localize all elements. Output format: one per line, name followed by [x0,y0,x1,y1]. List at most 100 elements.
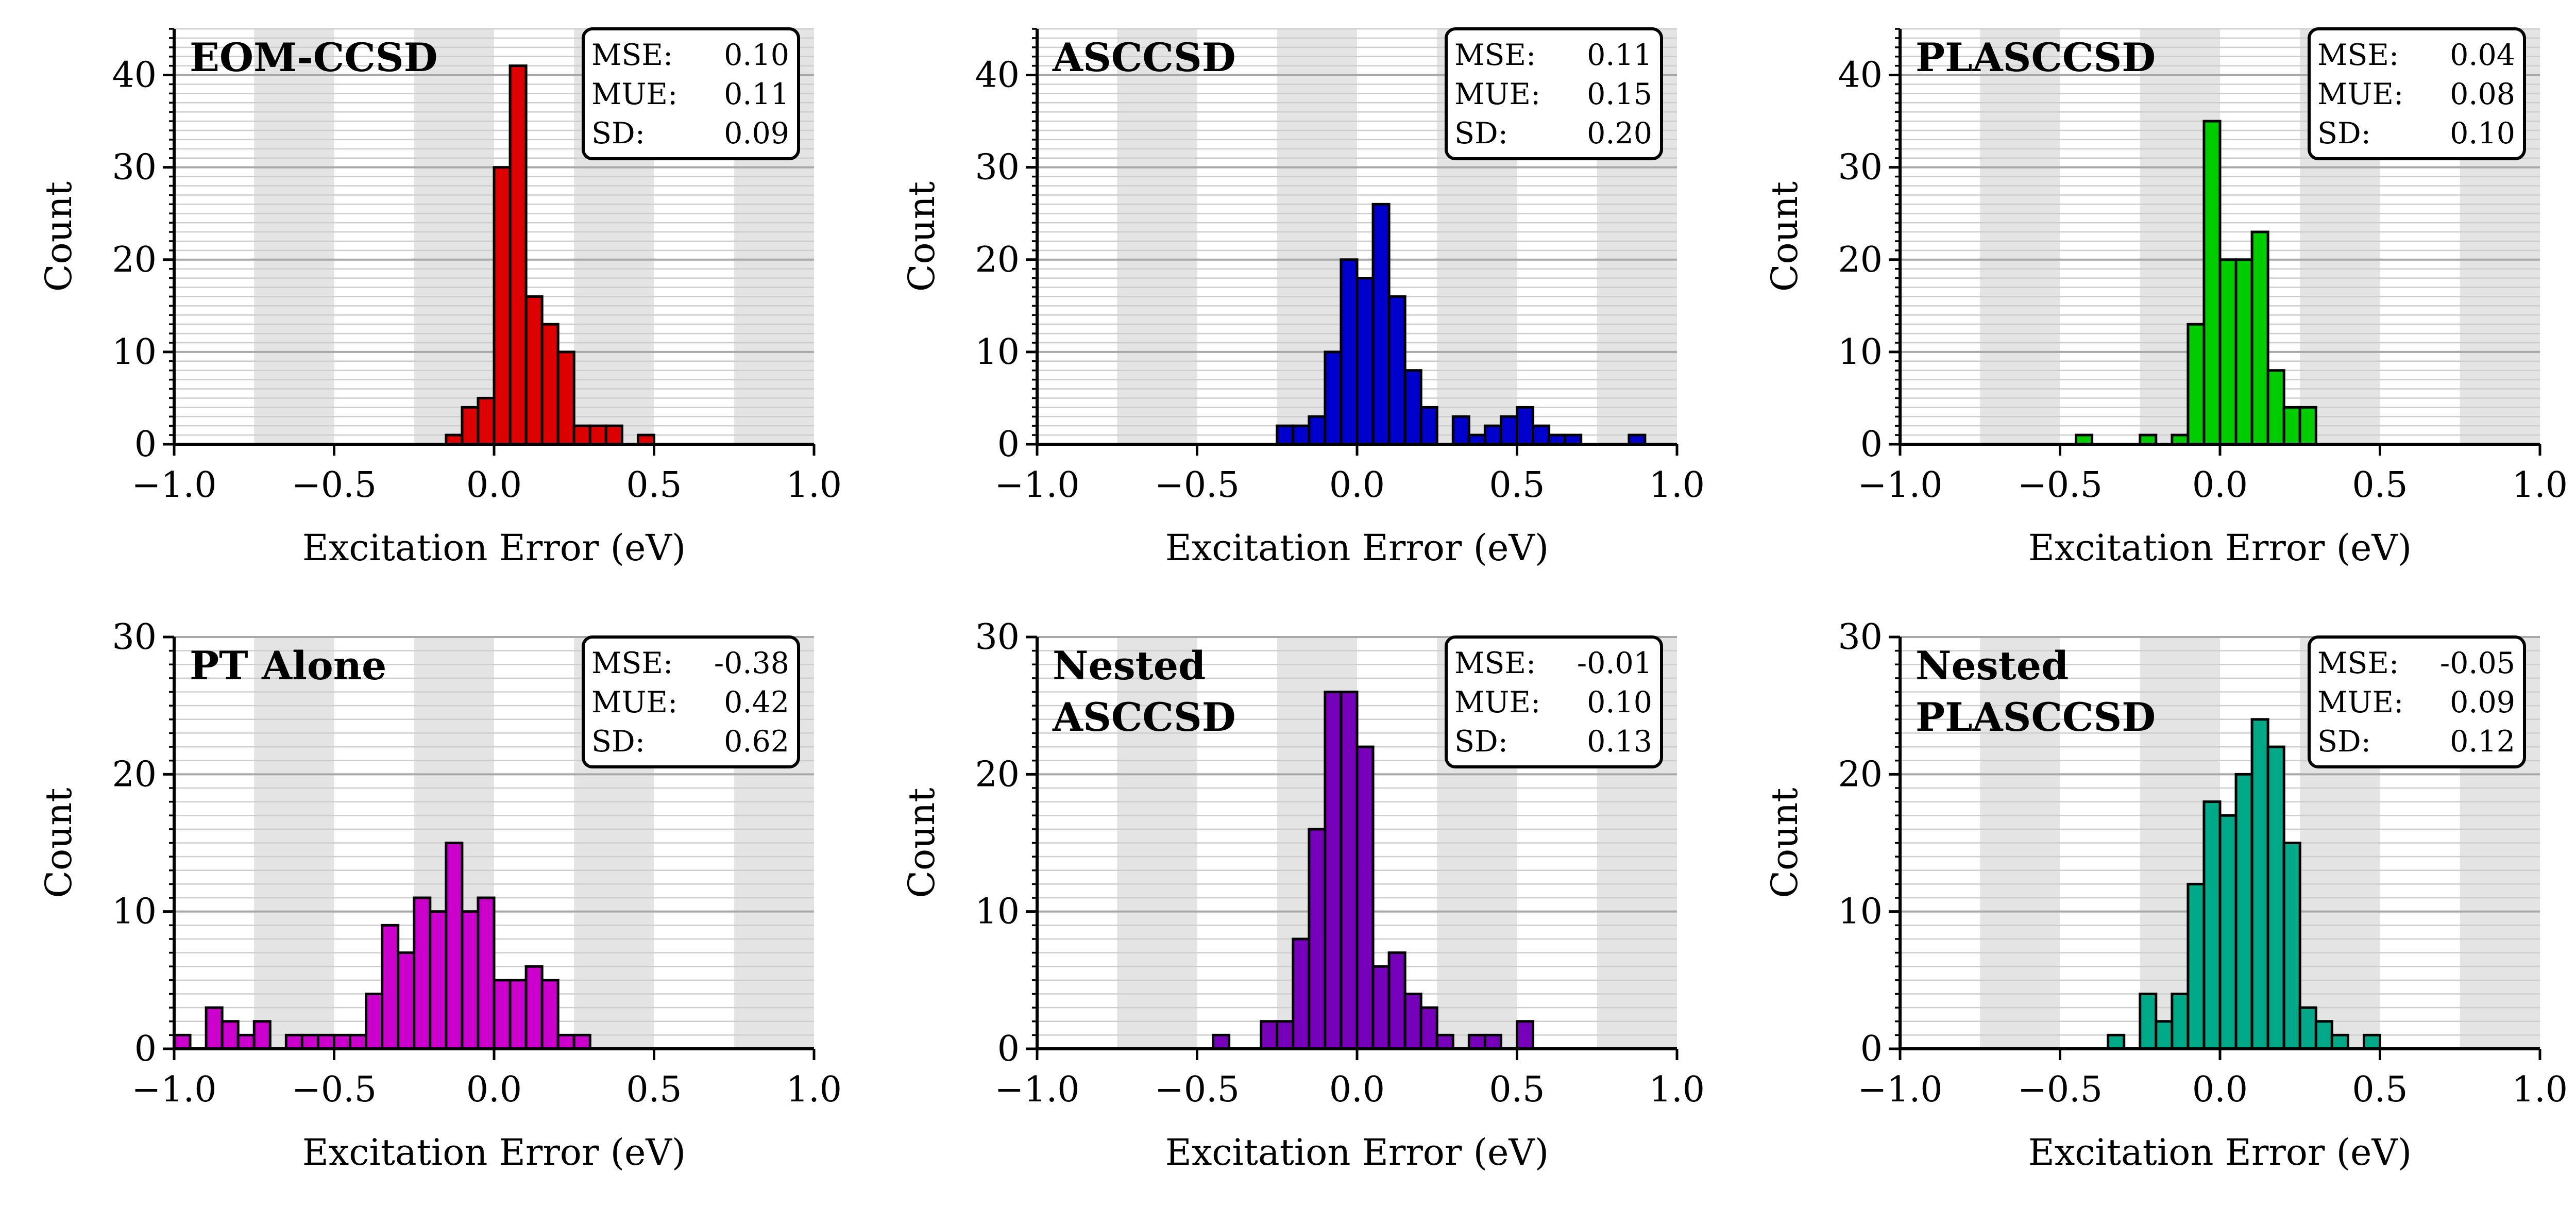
histogram-bar [1292,937,1311,1050]
stats-label: MUE: [1454,77,1540,111]
stats-value: 0.62 [724,725,789,759]
y-axis-title: Count [1764,788,1806,898]
histogram-bar [2187,323,2206,446]
y-tick-label: 20 [975,754,1020,795]
stats-label: MUE: [591,685,677,719]
histogram-bar [556,1033,575,1050]
x-tick-label: −1.0 [994,465,1079,506]
histogram-panel: 0 10 20 30 40 −1.0 −0.5 0.0 0.5 1.0 Excitation Err… [1764,27,2568,569]
histogram-bar [2362,1033,2382,1050]
y-axis-title: Count [901,788,943,898]
x-tick-label: 0.0 [1329,465,1385,506]
y-tick-label: 20 [112,754,157,795]
stats-label: MSE: [2317,646,2399,680]
histogram-bar [2202,800,2222,1050]
stats-label: SD: [2317,725,2371,759]
x-tick-label: −1.0 [131,1069,216,1110]
histogram-bar [524,295,544,446]
histogram-bar [540,323,560,446]
panel-title: PT Alone [190,643,386,689]
x-tick-label: 1.0 [786,1069,842,1110]
x-tick-label: −0.5 [2018,465,2103,506]
stats-label: MSE: [1454,646,1536,680]
histogram-bar [2218,814,2238,1050]
histogram-bar [429,910,448,1050]
x-tick-label: 1.0 [1649,465,1705,506]
histogram-bar [205,1006,224,1050]
histogram-bar [1532,424,1551,446]
y-tick-label: 40 [975,55,1020,96]
x-tick-label: 0.0 [466,465,522,506]
histogram-bar [524,965,544,1050]
histogram-bar [413,896,432,1050]
x-tick-label: 0.0 [1329,1069,1385,1110]
stats-label: SD: [591,116,645,150]
histogram-panel: 0 10 20 30 −1.0 −0.5 0.0 0.5 1.0 Excitation Error… [1764,617,2568,1174]
histogram-bar [1467,1033,1486,1050]
y-tick-label: 10 [112,332,157,373]
y-tick-label: 40 [1838,55,1883,96]
y-tick-label: 20 [975,240,1020,280]
x-tick-label: 0.5 [1489,465,1545,506]
histogram-bar [477,396,496,446]
stats-label: MUE: [2317,685,2403,719]
histogram-bar [300,1033,319,1050]
stats-label: MSE: [2317,38,2399,72]
histogram-bar [2234,258,2253,446]
stats-label: MSE: [591,38,673,72]
panel-title: Nested [1053,643,1206,689]
x-tick-label: 1.0 [2512,1069,2568,1110]
histogram-bar [221,1020,240,1050]
histogram-bar [2218,258,2238,446]
histogram-bar [1371,965,1391,1050]
x-tick-label: −1.0 [131,465,216,506]
histogram-bar [461,406,480,446]
y-tick-label: 0 [997,424,1020,465]
stats-label: MUE: [2317,77,2403,111]
histogram-bar [1516,1020,1535,1050]
stats-value: -0.05 [2440,646,2515,680]
histogram-bar [284,1033,303,1050]
histogram-bar [1419,1006,1438,1050]
stats-value: 0.09 [2450,685,2515,719]
histogram-bar [2234,773,2253,1050]
y-tick-label: 30 [975,617,1020,658]
histogram-bar [509,64,528,446]
histogram-bar [252,1020,272,1050]
y-tick-label: 20 [112,240,157,280]
histogram-bar [2282,406,2301,446]
stats-box [582,635,800,768]
stats-value: 0.08 [2450,77,2515,111]
histogram-bar [2314,1020,2333,1050]
histogram-bar [1260,1020,1279,1050]
histogram-bar [2202,120,2222,446]
x-tick-label: −0.5 [292,465,377,506]
histogram-bar [1483,1033,1502,1050]
stats-box [582,27,800,160]
histogram-bar [316,1033,336,1050]
histogram-panel: 0 10 20 30 40 −1.0 −0.5 0.0 0.5 1.0 Excitation Err… [901,27,1705,569]
histogram-bar [2298,1006,2317,1050]
histogram-bar [2250,230,2269,446]
shaded-band [254,29,334,444]
histogram-bar [1371,203,1391,446]
stats-value: 0.11 [724,77,789,111]
histogram-bar [1355,745,1375,1050]
panel-title: PLASCCSD [1916,35,2156,80]
stats-label: MUE: [591,77,677,111]
stats-value: 0.20 [1587,116,1652,150]
histogram-bar [1212,1033,1231,1050]
x-tick-label: 0.5 [1489,1069,1545,1110]
histogram-bar [2171,992,2190,1050]
panel-title: ASCCSD [1052,694,1236,740]
x-tick-label: 0.5 [626,1069,682,1110]
x-tick-label: 0.0 [2192,1069,2248,1110]
stats-label: MSE: [591,646,673,680]
histogram-bar [1340,258,1359,446]
stats-label: SD: [1454,725,1508,759]
histogram-bar [2139,992,2158,1050]
stats-value: 0.13 [1587,725,1652,759]
histogram-bar [1308,415,1327,446]
y-tick-label: 10 [975,892,1020,932]
stats-value: 0.10 [1587,685,1652,719]
